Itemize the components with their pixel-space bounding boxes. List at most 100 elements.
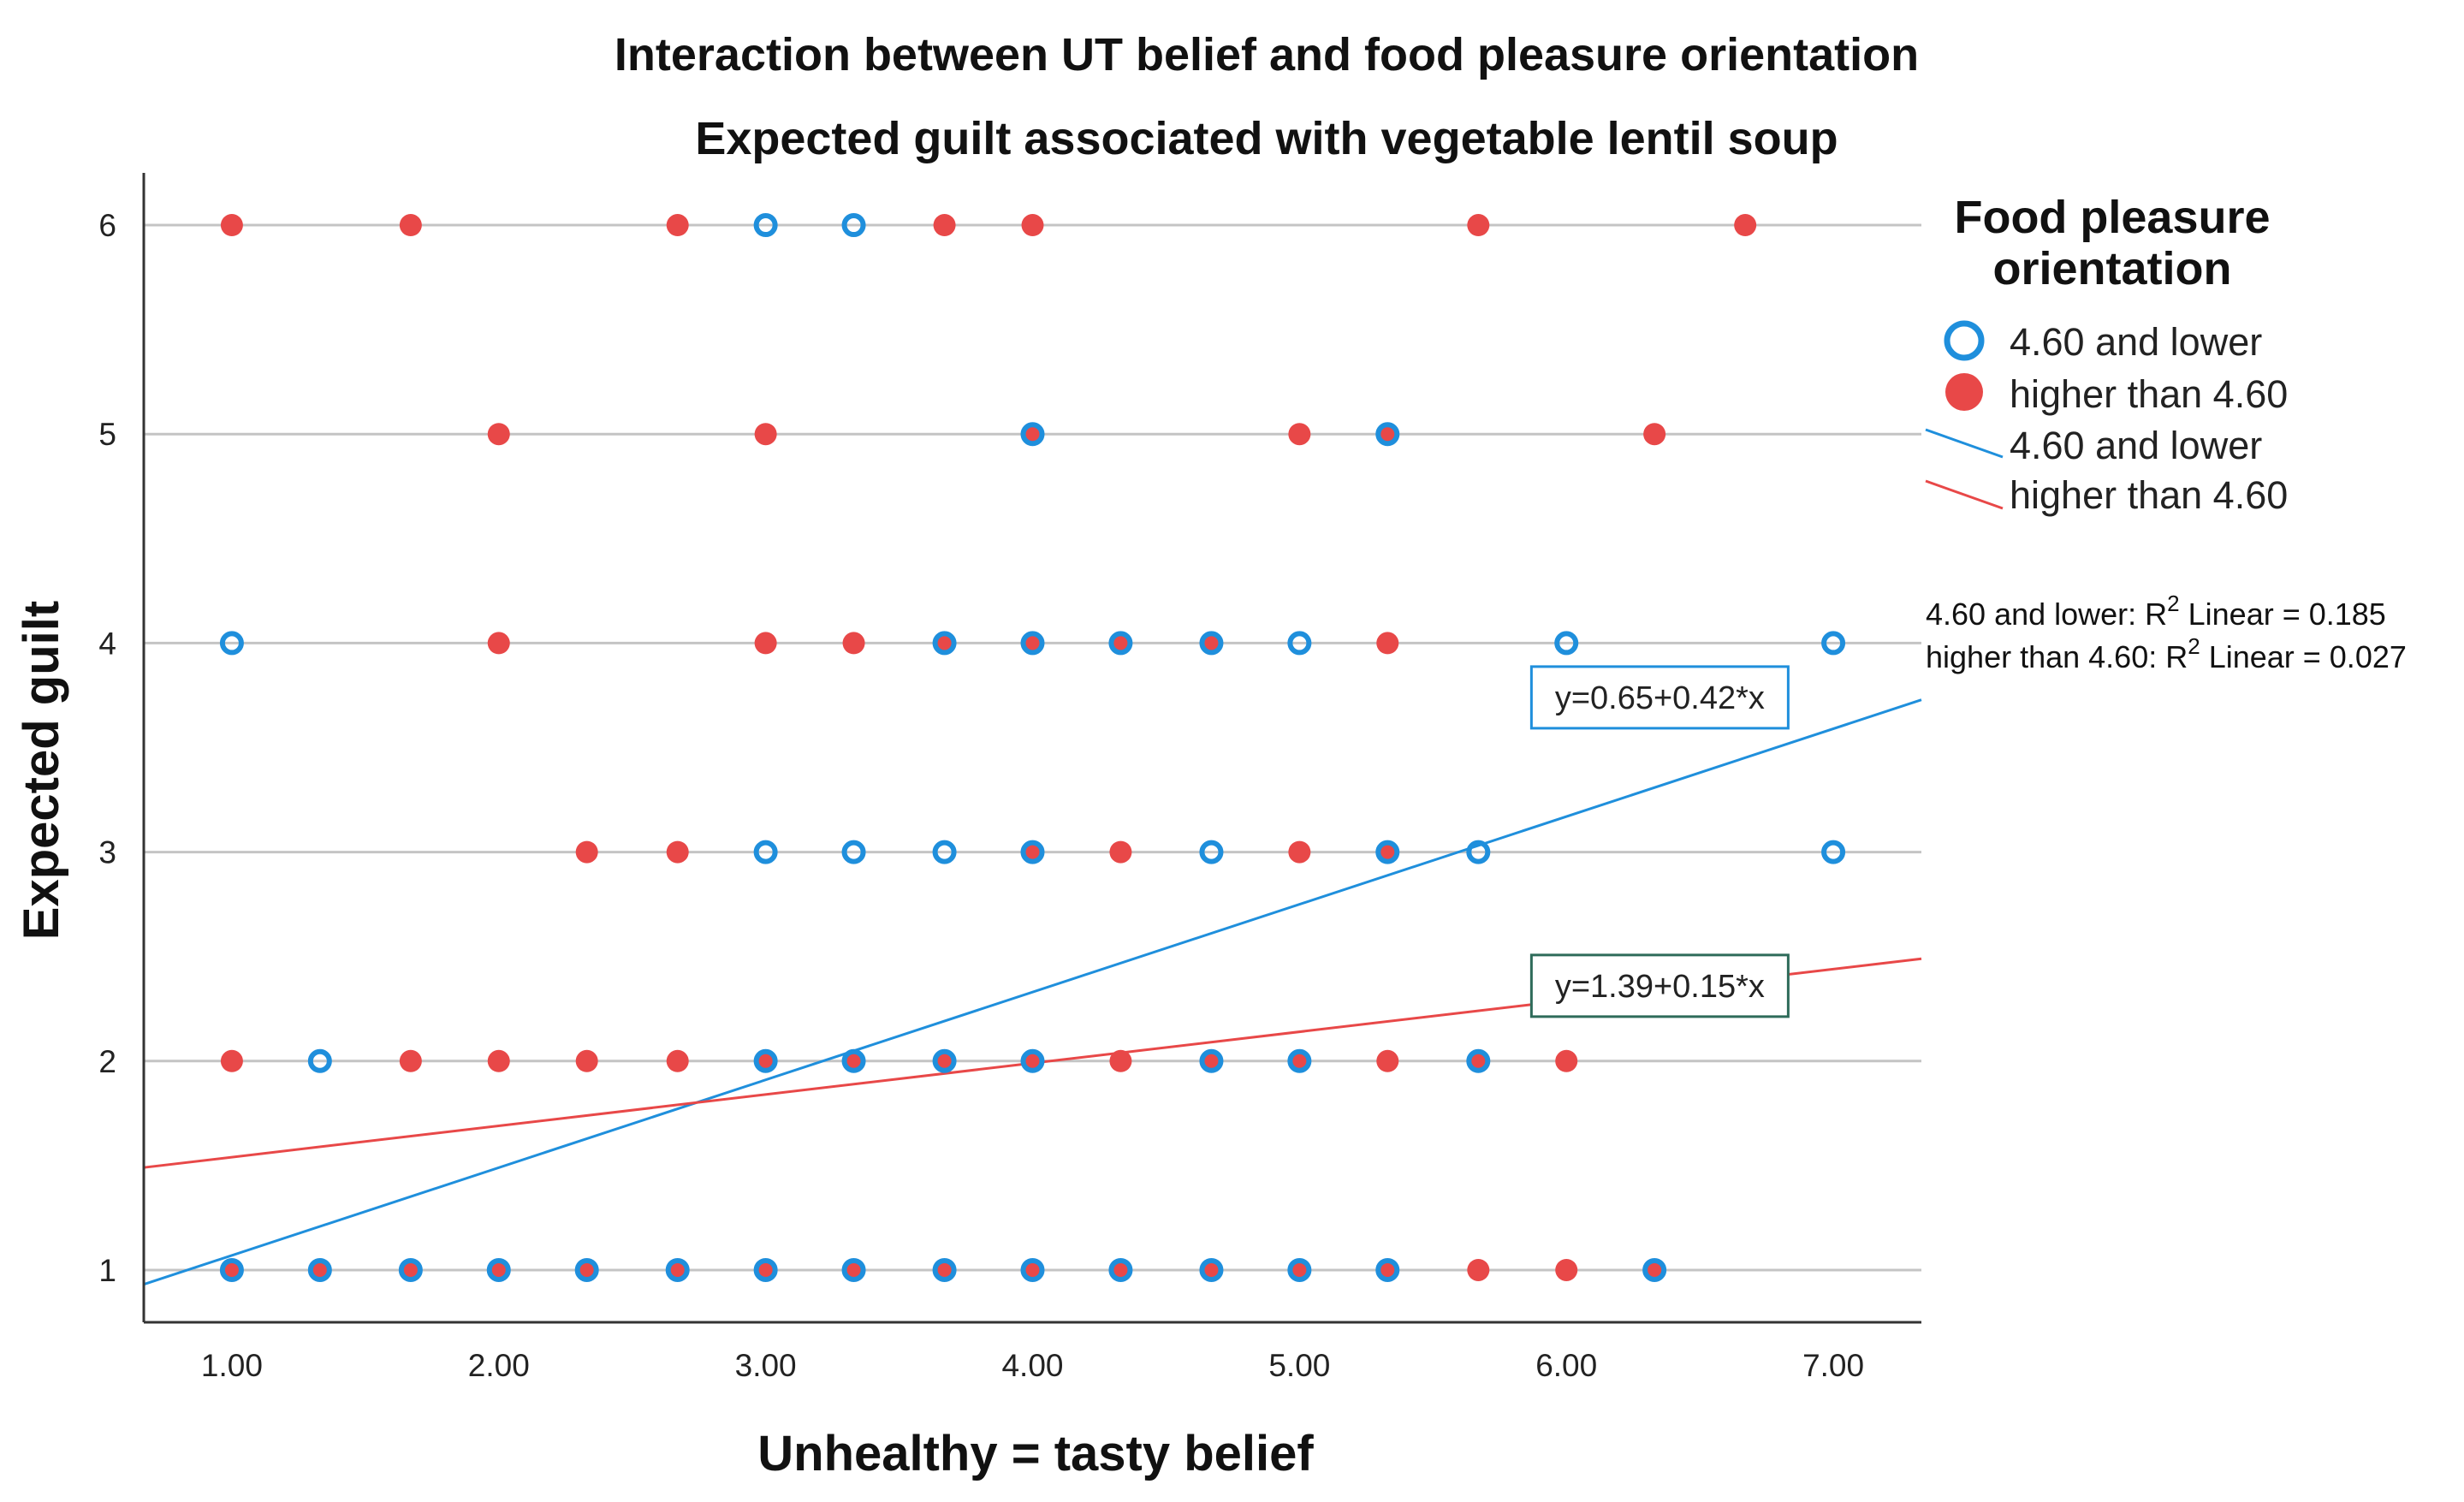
y-axis-title: Expected guilt: [14, 601, 69, 940]
point-low: [753, 213, 778, 238]
legend-entry-low-line: 4.60 and lower: [2010, 424, 2262, 467]
point-low: [1199, 631, 1224, 656]
point-high: [1467, 214, 1490, 237]
point-low: [841, 1257, 866, 1282]
point-high: [1288, 840, 1311, 864]
chart-subtitle: Expected guilt associated with vegetable…: [695, 113, 1838, 164]
x-axis-title: Unhealthy = tasty belief: [757, 1426, 1314, 1481]
point-low: [1020, 422, 1045, 447]
y-tick-label: 6: [98, 208, 116, 243]
point-high: [1376, 1049, 1399, 1072]
legend-title-line1: Food pleasure: [1954, 192, 2270, 243]
point-high: [1109, 840, 1132, 864]
point-low: [1375, 1257, 1400, 1282]
r2-low-superscript: 2: [2167, 591, 2179, 616]
legend-filled-circle-marker: [1945, 373, 1983, 411]
point-low: [1287, 1257, 1312, 1282]
legend-title-line2: orientation: [1993, 243, 2232, 294]
point-high: [487, 1049, 510, 1072]
x-tick-label: 7.00: [1802, 1348, 1864, 1383]
x-tick-label: 4.00: [1001, 1348, 1063, 1383]
point-high: [487, 423, 510, 446]
equation-label-high: y=1.39+0.15*x: [1555, 969, 1765, 1005]
point-high: [220, 214, 243, 237]
point-high: [842, 632, 865, 655]
point-low: [1375, 840, 1400, 864]
point-low: [1287, 631, 1312, 656]
r2-label-high: higher than 4.60: R2 Linear = 0.027: [1926, 633, 2407, 674]
legend: Food pleasure orientation 4.60 and lower…: [1925, 192, 2288, 517]
point-low: [1020, 631, 1045, 656]
legend-red-line-marker: [1925, 479, 2004, 510]
point-low: [1821, 840, 1846, 864]
point-low: [219, 631, 244, 656]
point-low: [932, 840, 957, 864]
point-high: [575, 1049, 598, 1072]
x-tick-label: 2.00: [468, 1348, 530, 1383]
point-low: [841, 1048, 866, 1073]
point-high: [1376, 632, 1399, 655]
point-low: [1108, 631, 1133, 656]
point-low: [398, 1257, 423, 1282]
legend-entry-high-line: higher than 4.60: [2010, 473, 2288, 517]
point-high: [399, 1049, 422, 1072]
point-low: [1554, 631, 1579, 656]
legend-entry-high-points: higher than 4.60: [2010, 372, 2288, 416]
y-tick-label: 3: [98, 835, 116, 870]
point-high: [666, 214, 689, 237]
point-low: [1287, 1048, 1312, 1073]
point-low: [1020, 840, 1045, 864]
point-low: [1199, 840, 1224, 864]
point-low: [753, 1048, 778, 1073]
point-low: [1199, 1048, 1224, 1073]
point-low: [1108, 1257, 1133, 1282]
x-tick-label: 3.00: [735, 1348, 797, 1383]
data-points: [219, 213, 1846, 1282]
point-low: [1020, 1048, 1045, 1073]
chart-title: Interaction between UT belief and food p…: [615, 29, 1919, 80]
point-low: [932, 1257, 957, 1282]
r2-low-value: Linear = 0.185: [2180, 597, 2386, 632]
equation-box-low: [1529, 665, 1790, 730]
equation-box-high: [1529, 953, 1790, 1018]
point-high: [1021, 214, 1044, 237]
x-tick-label: 1.00: [201, 1348, 263, 1383]
y-tick-label: 2: [98, 1044, 116, 1079]
point-low: [307, 1048, 332, 1073]
point-low: [753, 1257, 778, 1282]
point-high: [399, 214, 422, 237]
point-low: [1466, 1048, 1491, 1073]
x-axis-ticks: 1.00 2.00 3.00 4.00 5.00 6.00 7.00: [201, 1348, 1864, 1383]
point-high: [666, 840, 689, 864]
point-high: [1643, 423, 1666, 446]
r2-label-low: 4.60 and lower: R2 Linear = 0.185: [1926, 591, 2386, 632]
point-high: [575, 840, 598, 864]
point-low: [486, 1257, 511, 1282]
y-axis-ticks: 1 2 3 4 5 6: [98, 208, 116, 1288]
y-tick-label: 5: [98, 417, 116, 452]
point-high: [754, 632, 777, 655]
point-high: [754, 423, 777, 446]
point-high: [1734, 214, 1757, 237]
point-high: [1288, 423, 1311, 446]
legend-blue-line-marker: [1925, 428, 2004, 459]
fit-equation-labels: y=0.65+0.42*x y=1.39+0.15*x: [1529, 665, 1790, 1018]
equation-label-low: y=0.65+0.42*x: [1555, 680, 1765, 716]
fit-line-low: [143, 698, 1922, 1286]
point-high: [666, 1049, 689, 1072]
x-tick-label: 5.00: [1268, 1348, 1330, 1383]
point-low: [1020, 1257, 1045, 1282]
point-low: [1466, 840, 1491, 864]
point-low: [1821, 631, 1846, 656]
legend-open-circle-marker: [1944, 320, 1985, 361]
point-high: [220, 1049, 243, 1072]
r2-low-prefix: 4.60 and lower: R: [1926, 597, 2167, 632]
r2-high-prefix: higher than 4.60: R: [1926, 639, 2188, 674]
point-low: [1642, 1257, 1667, 1282]
r2-annotations: 4.60 and lower: R2 Linear = 0.185 higher…: [1926, 591, 2407, 674]
point-high: [933, 214, 956, 237]
y-tick-label: 4: [98, 626, 116, 661]
legend-entry-low-points: 4.60 and lower: [2010, 320, 2262, 364]
